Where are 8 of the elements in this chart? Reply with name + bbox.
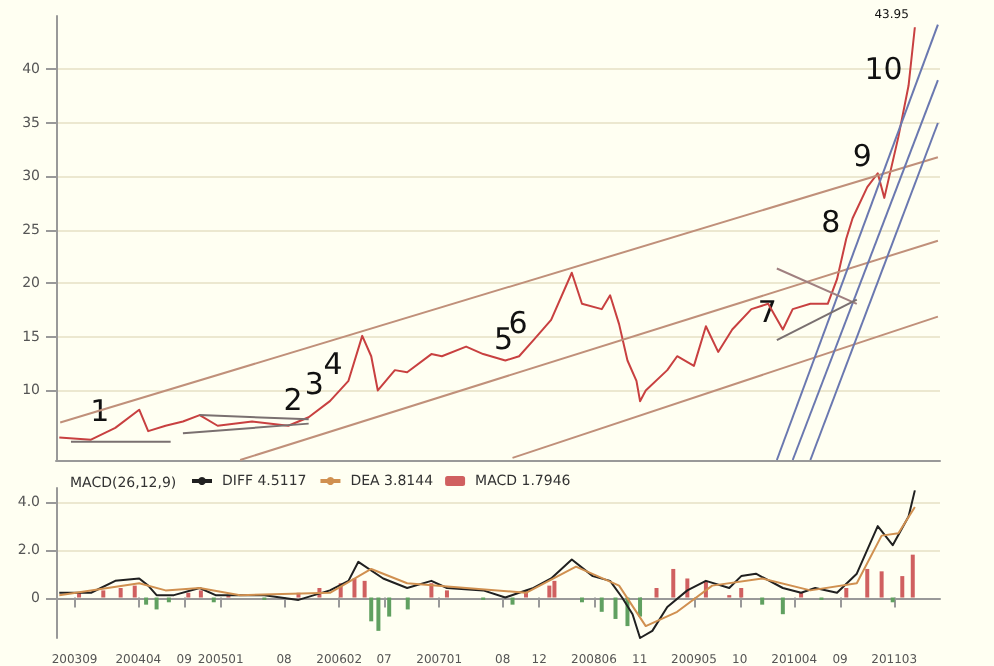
annotation: 10 — [864, 50, 903, 87]
annotation: 3 — [304, 366, 324, 403]
annotation: 1 — [90, 392, 110, 429]
annotation: 4 — [323, 345, 343, 382]
annotation: 9 — [852, 138, 872, 175]
annotation: 2 — [283, 382, 303, 419]
annotation: 6 — [508, 305, 528, 342]
annotation: 8 — [821, 203, 841, 240]
